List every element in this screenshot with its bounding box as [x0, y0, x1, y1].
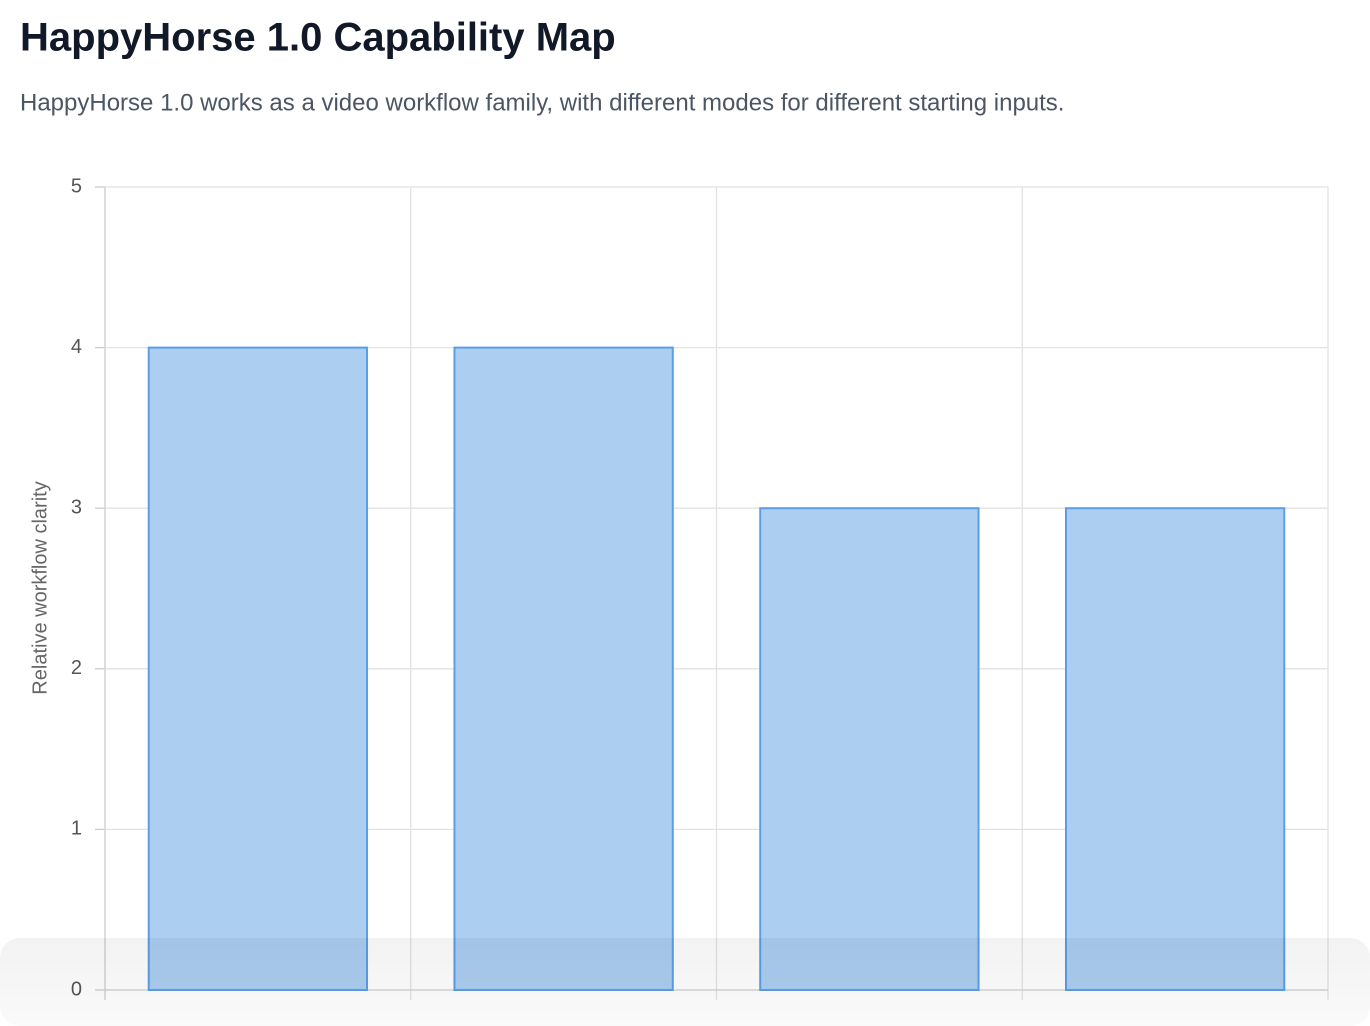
- y-tick-label: 3: [71, 496, 82, 518]
- y-tick-label: 4: [71, 336, 82, 358]
- bar: [759, 507, 980, 991]
- y-axis-label: Relative workflow clarity: [29, 481, 51, 694]
- plot-area: 012345: [71, 175, 1329, 1000]
- bar: [1064, 507, 1286, 991]
- y-tick-label: 1: [71, 818, 82, 840]
- bottom-overlay: [0, 938, 1370, 1026]
- y-tick-label: 5: [71, 175, 82, 197]
- chart-title: HappyHorse 1.0 Capability Map: [20, 16, 616, 60]
- y-tick-label: 2: [71, 657, 82, 679]
- bar: [453, 346, 674, 992]
- chart-subtitle: HappyHorse 1.0 works as a video workflow…: [20, 89, 1064, 116]
- bar: [147, 346, 369, 992]
